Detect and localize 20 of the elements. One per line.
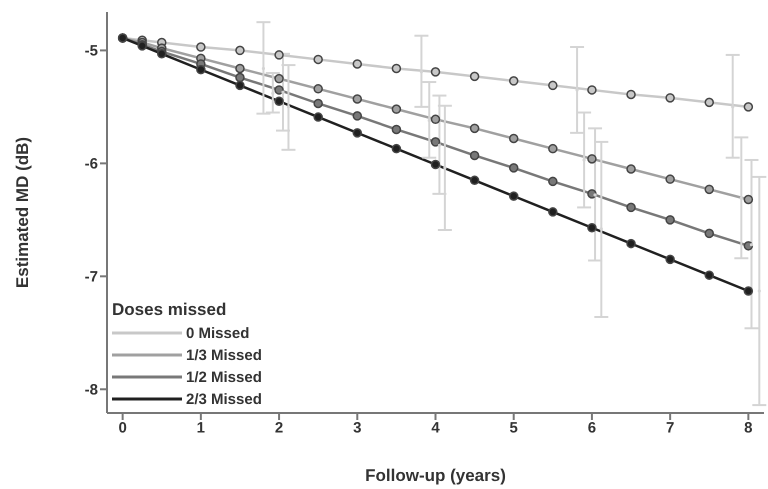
x-tick-label: 8 [744, 420, 753, 437]
y-tick-label: -7 [84, 268, 98, 286]
legend-label: 1/2 Missed [186, 368, 262, 386]
x-tick-label: 6 [588, 420, 596, 437]
legend-label: 0 Missed [186, 324, 250, 342]
legend-label: 1/3 Missed [186, 346, 262, 364]
x-tick-label: 1 [196, 420, 206, 437]
y-tick-label: -8 [84, 382, 98, 399]
y-axis-title: Estimated MD (dB) [13, 136, 32, 288]
y-tick-label: -5 [84, 42, 98, 60]
x-tick-label: 7 [666, 420, 674, 437]
x-axis-title: Follow-up (years) [365, 466, 506, 485]
x-tick-label: 3 [353, 420, 362, 437]
x-tick-label: 0 [118, 420, 127, 437]
x-tick-label: 4 [431, 420, 440, 437]
x-tick-label: 5 [510, 420, 518, 437]
legend-title: Doses missed [112, 300, 228, 320]
legend-label: 2/3 Missed [186, 390, 262, 408]
x-tick-label: 2 [274, 420, 284, 437]
y-tick-label: -6 [84, 156, 98, 173]
